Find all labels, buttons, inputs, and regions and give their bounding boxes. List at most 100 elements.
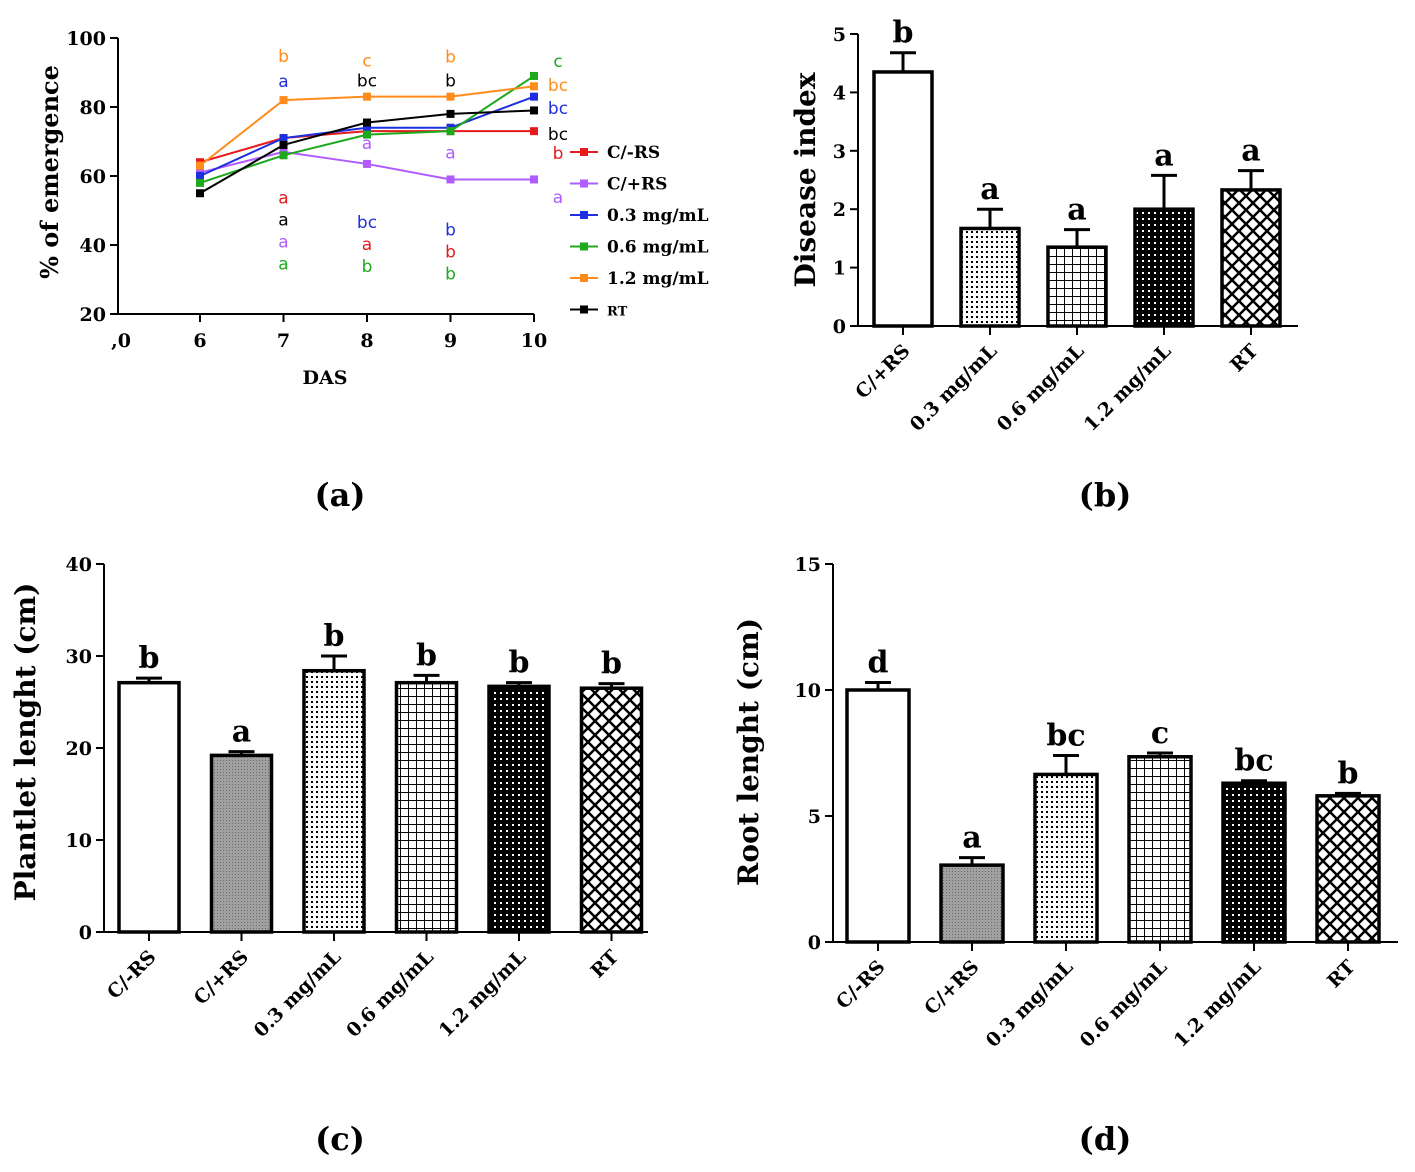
legend-swatch-marker-c-rs [580,148,588,156]
panel-b-sig-letter: a [1067,193,1086,228]
panel-a-ytick-label: 20 [80,304,106,326]
panel-d-ytick-label: 10 [795,680,821,702]
panel-d-ytick-label: 0 [808,932,821,954]
panel-a-xlabel: DAS [303,367,348,389]
panel-a-xtick-label: 7 [277,330,290,352]
panel-b-bar-rt [1220,188,1282,328]
data-point-0-3-mg-ml [363,123,371,132]
sig-letter-0-6-mg-ml: b [445,264,456,284]
panel-d-ytick-label: 5 [808,806,821,828]
panel-c-bar-rt [579,686,644,934]
panel-b-ytick-label: 1 [833,258,846,280]
panel-d-bar-c-rs [939,863,1005,944]
panel-c-bar-c-rs [209,753,274,934]
panel-a-xtick-label: 9 [444,330,457,352]
legend-label-0-3-mg-ml: 0.3 mg/mL [607,206,709,226]
panel-b-bar-chart: Disease index (b) 0 1 2 3 4 5 b C/+RS a 0.3 mg/mL… [789,16,1298,514]
data-point-c-rs [446,175,455,184]
panel-b-sig-letter: b [893,16,914,51]
legend-label-c-rs: C/+RS [607,175,667,195]
sig-letter-0-3-mg-ml: a [278,72,288,92]
sig-letter-1-2-mg-ml: b [278,47,289,67]
panel-d-category-label: 0.6 mg/mL [1076,956,1172,1052]
panel-d-bar-c-rs [845,688,911,944]
legend-swatch-marker-rt [580,305,588,314]
legend-label-rt: RT [607,305,628,320]
sig-letter-1-2-mg-ml: c [362,52,371,72]
data-point-0-6-mg-ml [363,130,371,139]
panel-a-ytick-label: 100 [66,28,106,50]
panel-c-ytick-label: 40 [66,554,92,576]
panel-d-bar-0-6-mg-ml [1127,755,1193,944]
data-point-rt [530,106,538,115]
panel-b-bar-0-3-mg-ml [959,226,1021,328]
panel-b-bar-0-6-mg-ml [1046,245,1108,328]
sig-letter-0-3-mg-ml: bc [548,99,568,119]
sig-letter-c-rs: a [553,188,563,208]
panel-d-bar-rt [1315,794,1381,944]
panel-c-sig-letter: b [324,619,345,654]
sig-letter-c-rs: a [362,134,372,154]
panel-d-bar-0-3-mg-ml [1033,772,1099,944]
data-point-1-2-mg-ml [530,82,538,91]
legend-label-0-6-mg-ml: 0.6 mg/mL [607,238,709,258]
sig-letter-c-rs: b [445,242,456,262]
data-point-rt [446,109,455,118]
panel-c-category-label: 0.3 mg/mL [250,946,346,1042]
panel-d-category-label: C/+RS [920,956,983,1019]
legend-swatch-marker-1-2-mg-ml [580,274,588,282]
panel-a-xtick-label: 10 [521,330,547,352]
panel-b-category-label: 1.2 mg/mL [1080,340,1176,436]
panel-c-category-label: C/+RS [190,946,253,1009]
panel-b-category-label: RT [1226,340,1262,376]
panel-a-ylabel: % of emergence [35,65,64,279]
legend-label-c-rs: C/-RS [607,143,660,163]
panel-b-ylabel: Disease index [789,72,822,287]
data-point-0-3-mg-ml [530,92,538,101]
legend-swatch-marker-0-6-mg-ml [580,242,588,251]
panel-d-sig-letter: a [962,821,981,856]
panel-a-label: (a) [314,476,365,514]
data-point-1-2-mg-ml [446,92,455,101]
panel-c-sig-letter: b [601,647,622,682]
panel-b-category-label: 0.6 mg/mL [993,340,1089,436]
data-point-rt [363,118,371,127]
panel-c-category-label: 1.2 mg/mL [435,946,531,1042]
panel-c-category-label: C/-RS [103,946,161,1004]
data-point-0-3-mg-ml [196,172,204,180]
sig-letter-c-rs: a [278,232,288,252]
panel-b-ytick-label: 3 [833,141,846,163]
panel-c-label: (c) [315,1120,365,1158]
sig-letter-1-2-mg-ml: b [445,48,456,68]
panel-c-bar-c-rs [117,680,181,934]
sig-letter-rt: bc [548,125,568,145]
panel-b-ytick-label: 4 [833,82,846,104]
panel-b-bar-1-2-mg-ml [1133,207,1195,328]
panel-c-ytick-label: 30 [66,646,92,668]
panel-d-sig-letter: bc [1046,719,1085,754]
panel-a-xtick-label: 8 [360,330,373,352]
sig-letter-0-6-mg-ml: c [553,52,562,72]
panel-b-category-label: 0.3 mg/mL [906,340,1002,436]
panel-d-category-label: 1.2 mg/mL [1170,956,1266,1052]
panel-c-sig-letter: b [509,646,530,681]
data-point-0-6-mg-ml [279,151,288,160]
sig-letter-0-3-mg-ml: b [445,220,456,240]
panel-b-ytick-label: 0 [833,316,846,338]
panel-c-bar-0-3-mg-ml [302,668,366,934]
panel-d-bar-chart: Root lenght (cm) (d) 0 5 10 15 d C/-RS a C/+RS b… [732,554,1398,1158]
data-point-c-rs [530,175,538,184]
panel-a-x-origin-label: ,0 [111,330,131,352]
panel-d-category-label: RT [1323,956,1359,992]
panel-b-category-label: C/+RS [851,340,914,403]
panel-c-ytick-label: 20 [66,738,92,760]
panel-c-bar-chart: Plantlet lenght (cm) (c) 0 10 20 30 40 b C/-RS… [9,554,648,1158]
data-point-c-rs [363,159,371,168]
data-point-0-6-mg-ml [446,127,455,136]
data-point-0-6-mg-ml [530,71,538,80]
sig-letter-rt: bc [357,72,377,92]
panel-c-sig-letter: b [416,638,437,673]
panel-b-ytick-label: 2 [833,199,846,221]
legend-swatch-marker-c-rs [580,179,588,188]
